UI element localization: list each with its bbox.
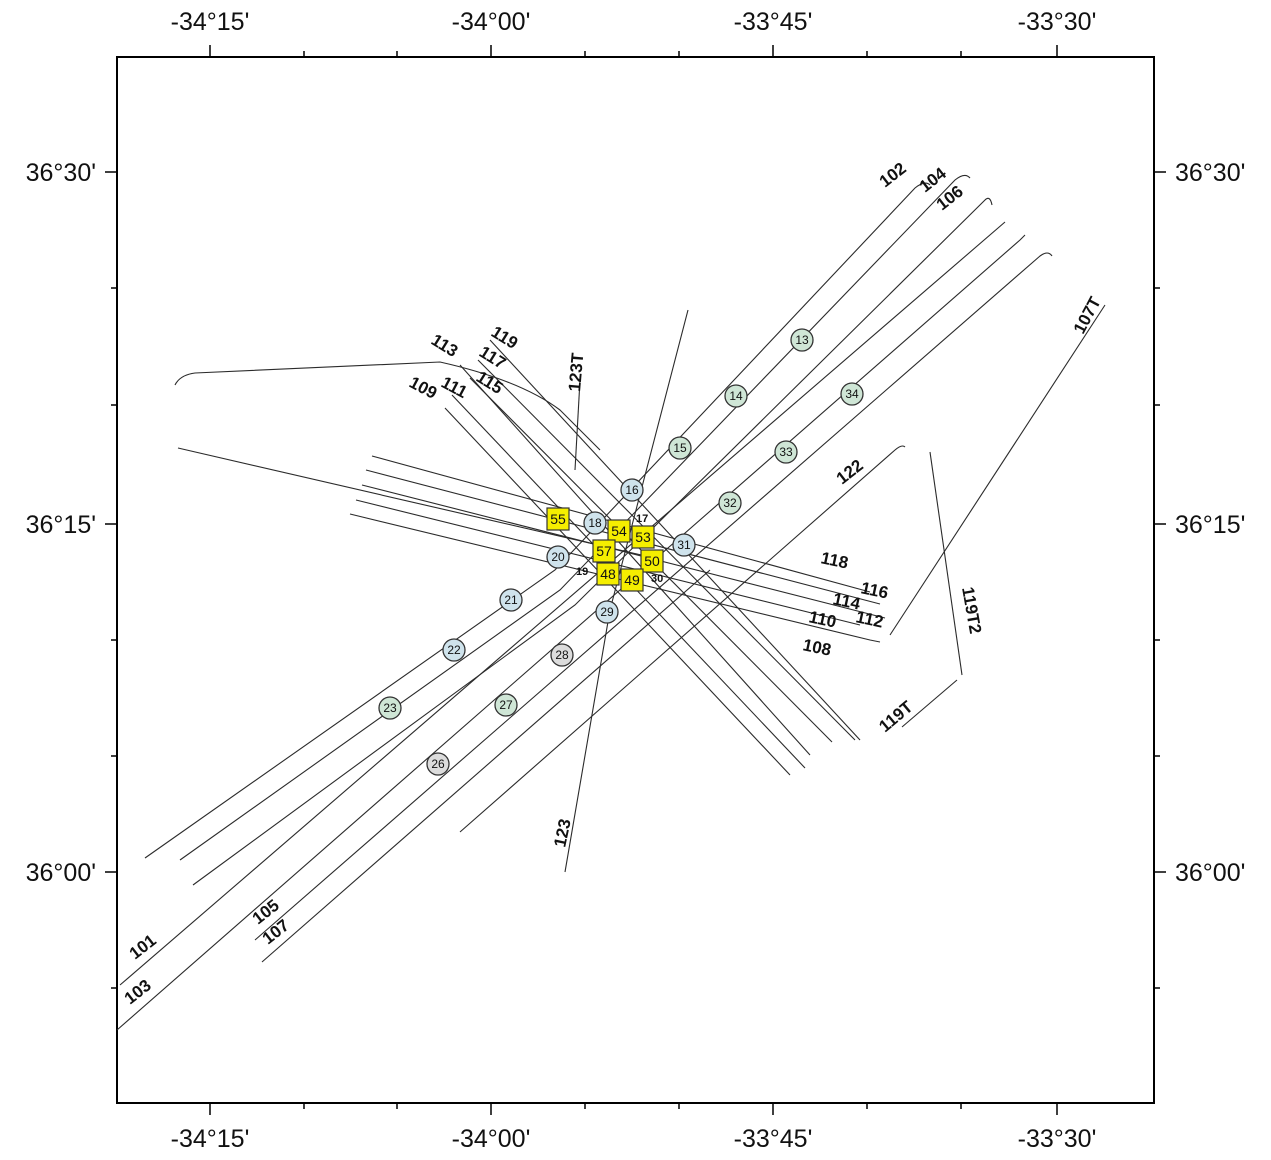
track-line-108: [349, 513, 881, 643]
square-label: 49: [624, 572, 640, 588]
station-marker: [442, 638, 466, 662]
station-label: 26: [431, 757, 445, 771]
station-marker: [790, 328, 814, 352]
square-marker: [620, 568, 644, 592]
track-line-109: [444, 407, 791, 776]
bottom-axis-label: -33°30': [1018, 1125, 1097, 1153]
track-line-107: [261, 569, 711, 963]
station-label: 22: [447, 643, 461, 657]
axis-labels: -34°15' -34°00' -33°45' -33°30' -34°15' …: [26, 8, 1246, 1153]
track-line-top: [174, 361, 601, 451]
station-label: 27: [499, 698, 513, 712]
station-marker: [499, 588, 523, 612]
track-line-117: [477, 359, 856, 741]
station-marker: [668, 436, 692, 460]
square-stations: [546, 507, 664, 592]
square-marker: [596, 562, 620, 586]
station-label: 16: [625, 483, 639, 497]
left-axis-label: 36°15': [26, 511, 96, 539]
station-marker: [718, 491, 742, 515]
station-label: 28: [555, 648, 569, 662]
label-123T: 123T: [565, 351, 587, 392]
station-label-small: 30: [651, 573, 663, 585]
square-label: 55: [550, 511, 566, 527]
track-line-123T: [574, 379, 581, 471]
station-marker: [595, 600, 619, 624]
station-marker: [774, 440, 798, 464]
top-axis-label: -34°15': [171, 8, 250, 36]
station-label: 34: [845, 387, 859, 401]
station-label: 20: [551, 550, 565, 564]
station-marker: [494, 693, 518, 717]
station-marker: [672, 533, 696, 557]
square-label: 53: [635, 529, 651, 545]
square-label: 57: [596, 543, 612, 559]
station-marker: [550, 643, 574, 667]
square-marker: [631, 525, 655, 549]
station-label: 18: [588, 516, 602, 530]
track-line-119T: [901, 679, 958, 728]
station-marker: [620, 478, 644, 502]
track-line-119T2: [929, 451, 963, 676]
track-line-102: [179, 174, 971, 861]
tick-marks: [105, 45, 1166, 1115]
station-label: 21: [504, 593, 518, 607]
circle-stations: [378, 328, 864, 776]
right-axis-label: 36°15': [1175, 511, 1245, 539]
bottom-axis-label: -34°15': [171, 1125, 250, 1153]
circle-station-labels: 13 14 15 16 18 20 21 22 23 26 27 28 29 3…: [383, 333, 859, 771]
square-label: 54: [611, 523, 627, 539]
station-marker: [378, 696, 402, 720]
bottom-axis-label: -33°45': [734, 1125, 813, 1153]
top-axis-label: -33°30': [1018, 8, 1097, 36]
station-label-small: 17: [636, 513, 648, 525]
track-line-118: [177, 447, 651, 558]
square-label: 48: [600, 566, 616, 582]
station-label: 23: [383, 701, 397, 715]
track-line-106: [254, 252, 1053, 941]
station-marker: [426, 752, 450, 776]
bottom-axis-label: -34°00': [452, 1125, 531, 1153]
left-axis-label: 36°30': [26, 159, 96, 187]
square-label: 50: [644, 553, 660, 569]
right-axis-label: 36°30': [1175, 159, 1245, 187]
station-label: 31: [677, 538, 691, 552]
track-line-104: [119, 221, 1006, 986]
left-axis-label: 36°00': [26, 859, 96, 887]
track-line-103: [192, 197, 993, 886]
station-label: 32: [723, 496, 737, 510]
square-marker: [640, 549, 664, 573]
station-marker: [840, 382, 864, 406]
track-line-105: [116, 234, 1026, 1031]
track-line-112: [361, 484, 886, 619]
station-label: 13: [795, 333, 809, 347]
top-axis-label: -33°45': [734, 8, 813, 36]
right-axis-label: 36°00': [1175, 859, 1245, 887]
station-label: 33: [779, 445, 793, 459]
station-label-small: 19: [576, 566, 588, 578]
track-line-113: [459, 364, 811, 756]
square-station-labels: 55 54 53 57 50 48 49: [550, 511, 660, 588]
track-line-122: [459, 445, 906, 833]
station-label: 15: [673, 441, 687, 455]
top-axis-label: -34°00': [452, 8, 531, 36]
station-marker: [546, 545, 570, 569]
track-line-107T: [889, 304, 1106, 636]
station-marker: [583, 511, 607, 535]
small-station-labels: 17 19 30: [576, 513, 663, 585]
square-marker: [592, 539, 616, 563]
station-label: 14: [729, 389, 743, 403]
station-marker: [724, 384, 748, 408]
track-line-101: [144, 182, 931, 859]
square-marker: [607, 519, 631, 543]
square-marker: [546, 507, 570, 531]
station-label: 29: [600, 605, 614, 619]
